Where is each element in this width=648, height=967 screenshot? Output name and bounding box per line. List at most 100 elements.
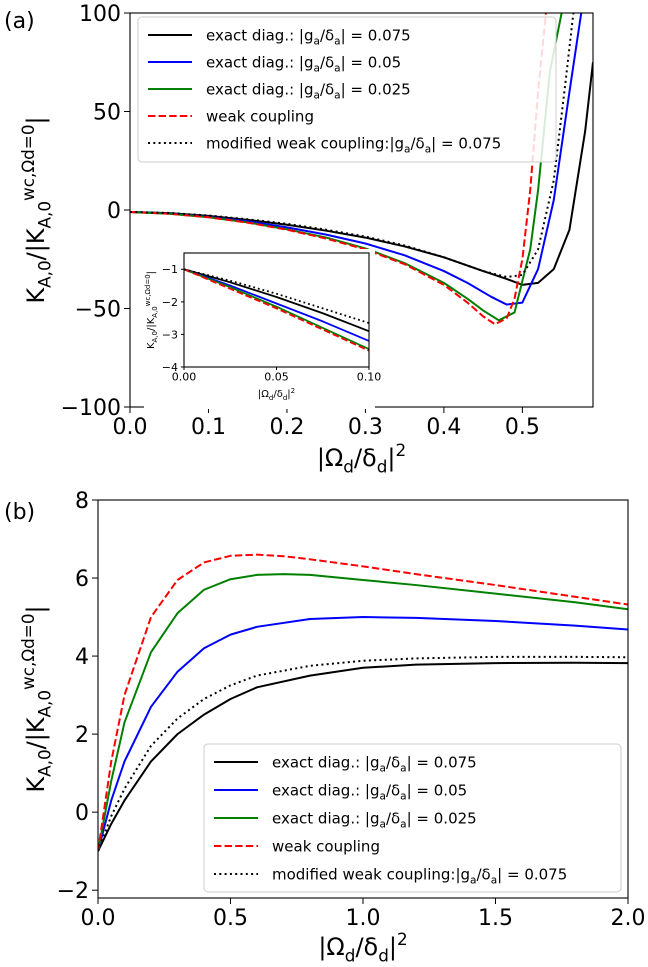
y-tick-label: −50 [75,297,121,322]
label-part: exact diag.: |g [272,753,380,771]
label-part: K [22,776,50,793]
legend-entry-1: exact diag.: |ga/δa| = 0.075 [272,753,477,774]
label-part: /δ [410,134,424,152]
label-part: a [314,35,320,47]
label-part: /δ [355,933,378,961]
series-line-2 [98,616,628,852]
label-part: exact diag.: |g [206,26,314,44]
label-part: a [400,790,406,802]
label-part: /|K [22,227,50,260]
label-part: /δ [320,53,334,71]
x-tick-label: 0.0 [113,415,148,440]
series-line-2 [184,268,369,342]
label-part: | [22,605,50,613]
label-part: 2 [397,929,408,949]
label-part: A,0 [35,690,55,718]
legend-box [137,16,557,163]
label-part: |Ω [258,389,269,400]
x-tick-label: 2.0 [611,906,646,931]
series-line-3 [184,268,369,350]
label-part: /δ [320,26,334,44]
label-part: d [345,946,356,966]
label-part: A,0 [151,306,159,317]
x-tick-label: 0.0 [81,906,116,931]
label-part: A,0 [35,749,55,777]
legend-entry-5: modified weak coupling:|ga/δa| = 0.075 [272,865,567,886]
label-part: weak coupling [206,107,314,125]
label-part: a [380,790,386,802]
y-axis-label: KA,0/|KA,0wc,Ωd=0| [18,605,55,792]
x-tick-label: 0.5 [213,906,248,931]
label-part: a [314,89,320,101]
series-group [98,553,628,852]
label-part: 2 [291,387,295,395]
label-part: a [491,874,497,886]
label-part: /δ [386,809,400,827]
label-part: | [389,933,397,961]
label-part: | [22,116,50,124]
label-part: a [314,62,320,74]
label-part: /|K [146,317,157,331]
label-part: exact diag.: |g [206,80,314,98]
label-part: /δ [386,781,400,799]
label-part: d [377,457,388,477]
label-part: | = 0.05 [341,53,402,71]
y-tick-label: 100 [79,2,121,27]
label-part: | = 0.025 [407,809,477,827]
y-tick-label: 50 [93,100,121,125]
label-part: 2 [395,440,406,460]
series-line-5 [184,268,369,324]
y-tick-label: −2 [162,296,178,309]
legend-entry-5: modified weak coupling:|ga/δa| = 0.075 [206,134,501,155]
y-tick-label: −100 [61,396,121,421]
series-line-1 [184,268,369,333]
x-tick-label: 0.00 [172,370,197,383]
label-part: A,0 [151,331,159,342]
x-tick-label: 0.4 [426,415,461,440]
label-part: /δ [320,80,334,98]
label-part: d [269,394,273,402]
y-tick-label: −2 [57,879,89,904]
label-part: /δ [476,865,490,883]
label-part: a [334,35,340,47]
x-tick-label: 1.0 [346,906,381,931]
y-tick-label: −4 [162,361,178,374]
panel-label: (b) [4,500,35,525]
label-part: | = 0.025 [341,80,411,98]
label-part: wc,Ω [18,160,38,201]
x-axis-label: |Ωd/δd|2 [318,929,407,966]
label-part: d [343,457,354,477]
y-tick-label: 0 [75,801,89,826]
label-part: d=0 [18,613,38,648]
legend-entry-4: weak coupling [206,107,314,125]
series-line-1 [98,661,628,852]
panel-b: 0.0 0.5 1.0 1.5 2.0−202468|Ωd/δd|2KA,0/|KA,0… [4,489,646,966]
y-axis-label: KA,0/|KA,0wc,Ωd=0| [18,116,55,303]
y-tick-label: 6 [75,567,89,592]
series-group [184,268,369,352]
legend-entry-4: weak coupling [272,837,380,855]
label-part: /δ [273,389,283,400]
label-part: exact diag.: |g [272,781,380,799]
series-group [130,13,593,326]
legend-entry-3: exact diag.: |ga/δa| = 0.025 [206,80,411,101]
x-tick-label: 0.3 [348,415,383,440]
legend-entry-1: exact diag.: |ga/δa| = 0.075 [206,26,411,47]
label-part: | = 0.05 [407,781,468,799]
inset-background [144,249,375,409]
label-part: K [146,342,157,349]
label-part: a [334,62,340,74]
y-tick-label: 2 [75,723,89,748]
x-tick-label: 0.10 [357,370,382,383]
y-tick-label: −1 [162,263,178,276]
series-line-4 [130,13,547,326]
label-part: exact diag.: |g [272,809,380,827]
label-part: A,0 [35,260,55,288]
label-part: modified weak coupling:|g [206,134,404,152]
series-line-3 [130,13,563,322]
label-part: /|K [22,716,50,749]
label-part: a [425,143,431,155]
label-part: a [400,762,406,774]
legend-box [203,743,622,893]
